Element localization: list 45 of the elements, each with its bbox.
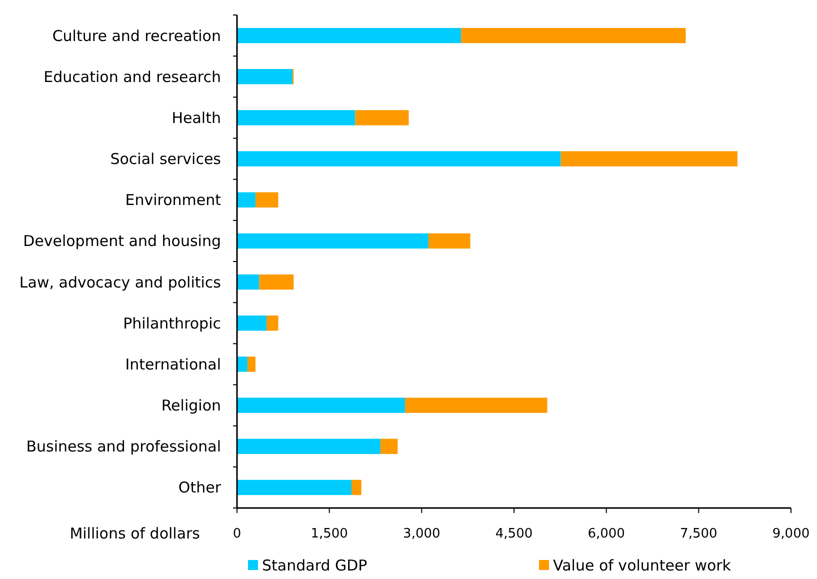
x-tick-label: 6,000: [588, 526, 625, 542]
bar: [380, 438, 398, 454]
bar: [237, 356, 248, 372]
bar: [428, 233, 470, 249]
bar: [237, 110, 356, 126]
y-tick-label: Environment: [125, 191, 222, 210]
y-tick-label: Philanthropic: [123, 314, 221, 332]
y-tick-label: Business and professional: [26, 438, 221, 456]
x-tick-label: 1,500: [310, 526, 348, 542]
bar: [237, 192, 256, 208]
y-tick-label: Other: [178, 478, 222, 497]
bar: [405, 398, 548, 413]
bar: [461, 28, 686, 44]
x-tick-label: 4,500: [495, 526, 533, 542]
x-tick-label: 3,000: [403, 526, 440, 542]
bar: [237, 274, 260, 290]
y-tick-label: Religion: [161, 396, 221, 415]
bar: [266, 316, 278, 331]
x-axis-title: Millions of dollars: [70, 524, 200, 542]
bar: [237, 28, 462, 44]
y-tick-label: Law, advocacy and politics: [19, 273, 222, 292]
x-tick-label: 7,500: [680, 526, 718, 542]
bar: [237, 398, 406, 413]
y-tick-label: Health: [172, 108, 221, 127]
bar: [247, 356, 256, 372]
y-tick-label: Social services: [110, 150, 222, 168]
y-tick-label: Culture and recreation: [52, 26, 221, 45]
bar: [560, 151, 738, 166]
legend-label: Standard GDP: [262, 556, 368, 574]
bar: [237, 480, 352, 496]
bar: [237, 438, 380, 454]
x-tick-label: 0: [232, 526, 242, 542]
bar: [237, 69, 292, 84]
bar: [237, 151, 561, 166]
bar: [255, 192, 278, 208]
y-tick-label: Development and housing: [23, 232, 221, 250]
bar: [355, 110, 409, 126]
bar: [259, 274, 294, 290]
y-tick-label: International: [125, 355, 221, 374]
x-tick-label: 9,000: [772, 526, 810, 542]
bar: [237, 233, 428, 249]
y-tick-label: Education and research: [44, 68, 221, 86]
bar: [237, 316, 267, 331]
legend-label: Value of volunteer work: [553, 556, 732, 574]
bar: [351, 480, 362, 496]
